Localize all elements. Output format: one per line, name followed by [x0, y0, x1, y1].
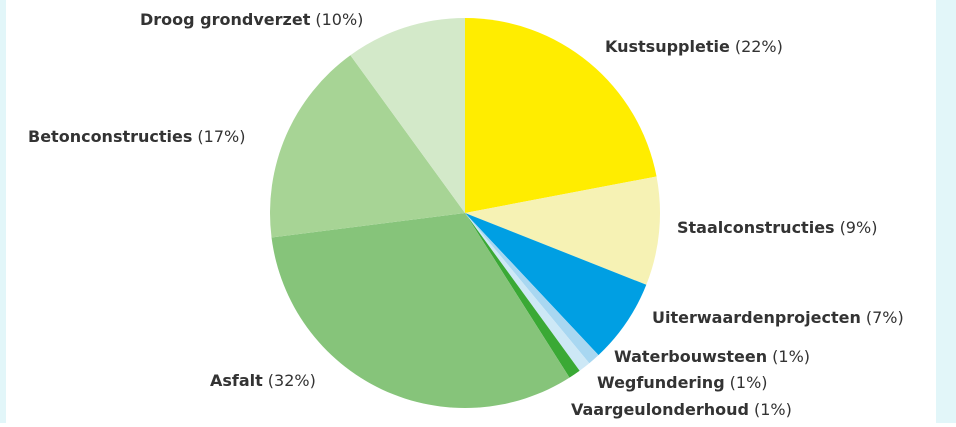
pie-slice: [465, 213, 590, 371]
category-label: Uiterwaardenprojecten: [652, 308, 861, 327]
pie-slice: [465, 18, 657, 213]
category-label: Wegfundering: [597, 373, 725, 392]
category-label: Betonconstructies: [28, 127, 192, 146]
category-label: Vaargeulonderhoud: [571, 400, 749, 419]
value-label: (7%): [866, 308, 904, 327]
category-label: Kustsuppletie: [605, 37, 730, 56]
value-label: (17%): [197, 127, 245, 146]
slice-label: Kustsuppletie (22%): [605, 37, 783, 56]
value-label: (10%): [315, 10, 363, 29]
slice-label: Droog grondverzet (10%): [140, 10, 363, 29]
pie-slice: [270, 55, 465, 238]
slice-label: Vaargeulonderhoud (1%): [571, 400, 792, 419]
value-label: (22%): [735, 37, 783, 56]
side-band: [936, 0, 956, 423]
value-label: (1%): [754, 400, 792, 419]
side-band: [0, 0, 6, 423]
slice-label: Uiterwaardenprojecten (7%): [652, 308, 904, 327]
slice-label: Asfalt (32%): [210, 371, 316, 390]
category-label: Asfalt: [210, 371, 263, 390]
value-label: (1%): [772, 347, 810, 366]
pie-slice: [271, 213, 570, 408]
pie-slice: [465, 176, 660, 285]
slice-label: Waterbouwsteen (1%): [614, 347, 810, 366]
pie-slice: [465, 213, 599, 364]
category-label: Staalconstructies: [677, 218, 835, 237]
slice-label: Staalconstructies (9%): [677, 218, 877, 237]
value-label: (1%): [730, 373, 768, 392]
value-label: (9%): [840, 218, 878, 237]
slice-label: Betonconstructies (17%): [28, 127, 245, 146]
slice-label: Wegfundering (1%): [597, 373, 768, 392]
value-label: (32%): [268, 371, 316, 390]
pie-slice: [465, 213, 580, 378]
pie-slice: [350, 17, 465, 213]
category-label: Droog grondverzet: [140, 10, 311, 29]
pie-slice: [465, 213, 647, 356]
category-label: Waterbouwsteen: [614, 347, 767, 366]
